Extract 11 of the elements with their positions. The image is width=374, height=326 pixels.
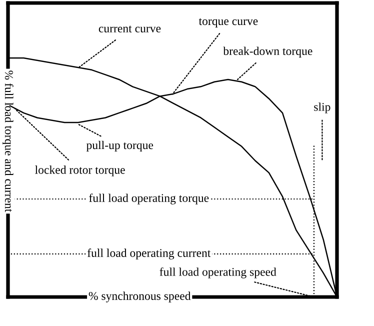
- annotation: slip: [314, 102, 330, 114]
- text: torque curve: [198, 18, 258, 28]
- text: current curve: [98, 26, 161, 32]
- annotation: locked rotor torque: [35, 166, 125, 176]
- ref-line-label: full load operating torque: [89, 194, 209, 204]
- annotation: full load operating speed: [160, 267, 276, 278]
- y-axis-title: % full load torque and current: [2, 70, 14, 212]
- annotation: pull-up torque: [86, 140, 154, 152]
- ref-line-label: full load operating current: [87, 248, 211, 260]
- x-axis-title: % synchronous speed: [88, 292, 191, 302]
- text: break-down torque: [223, 46, 312, 58]
